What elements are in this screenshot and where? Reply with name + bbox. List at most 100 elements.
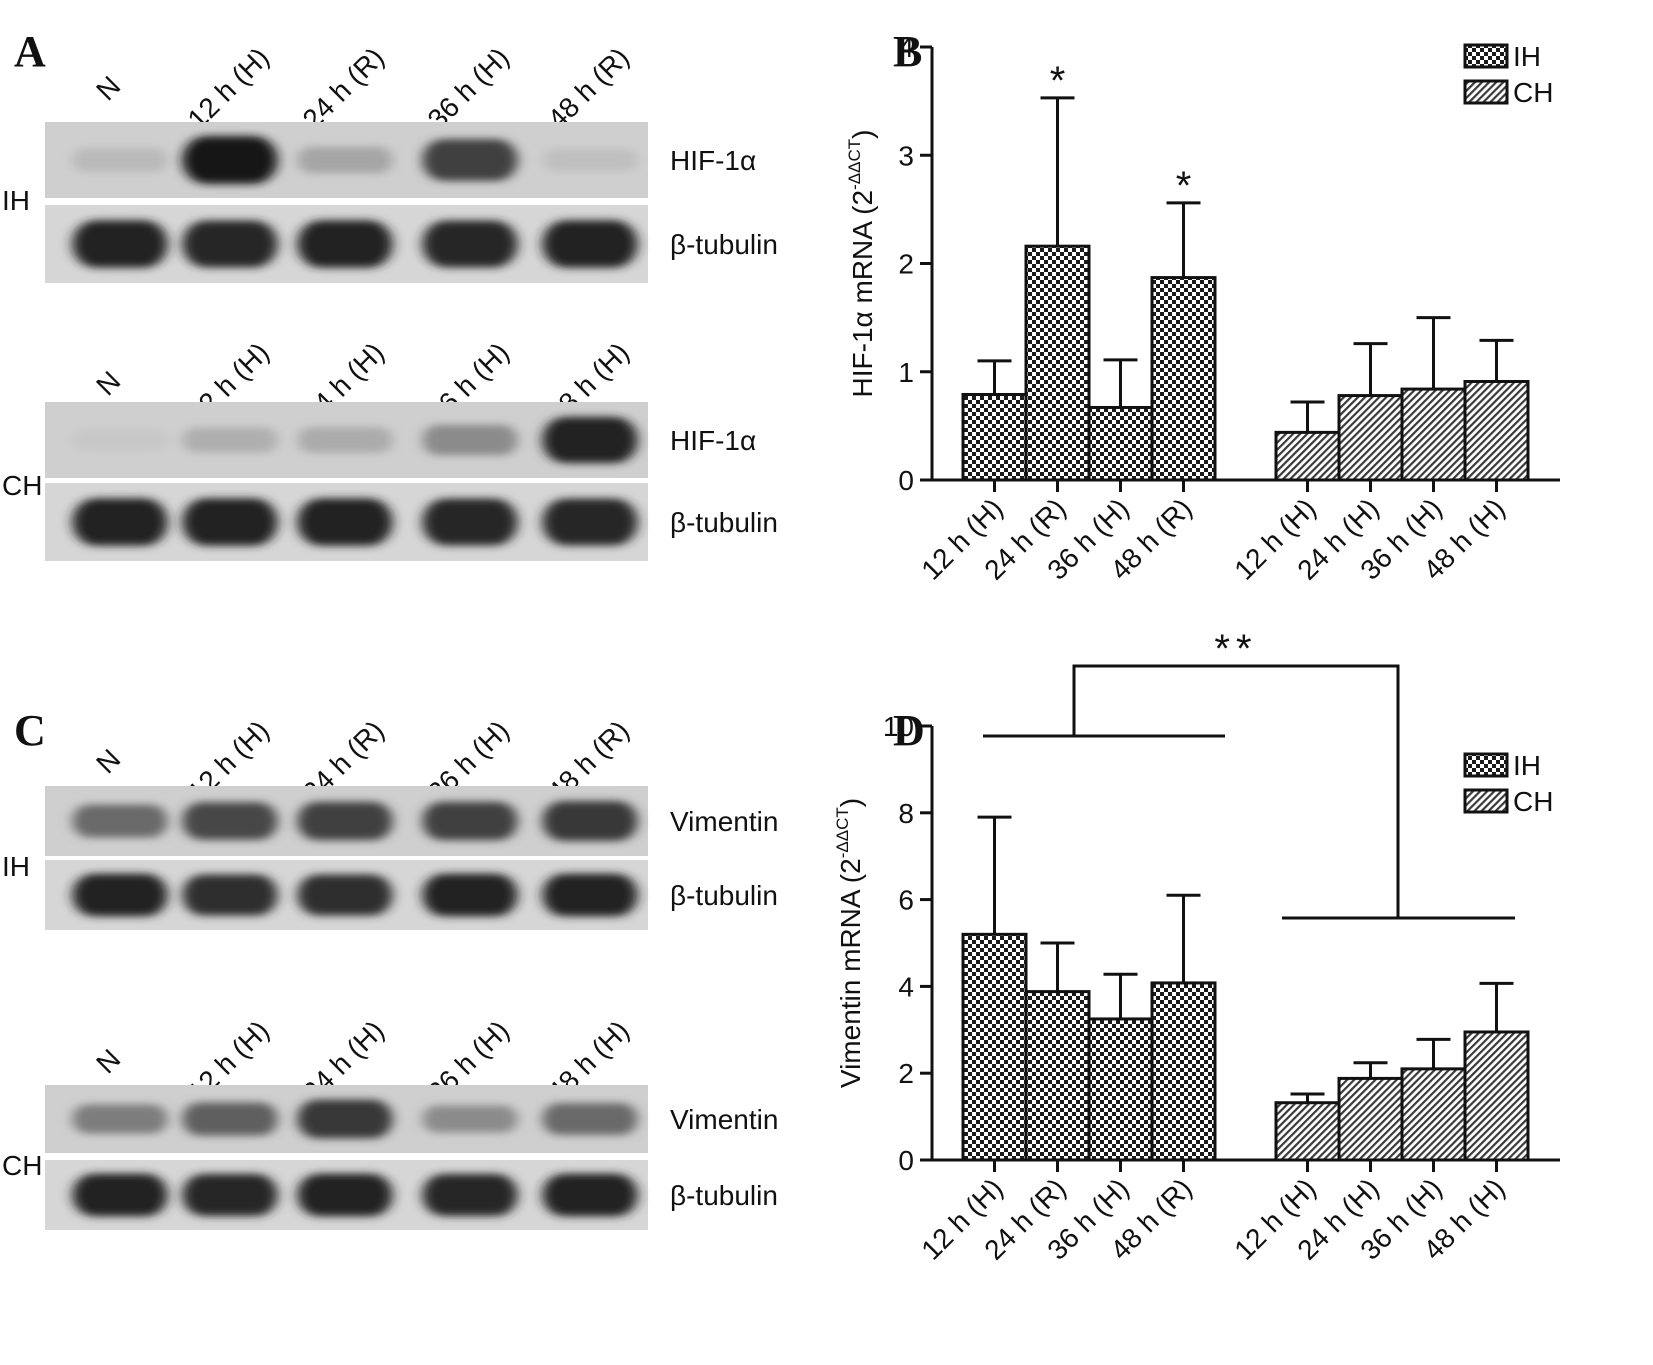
a-ch-band-tubulin bbox=[542, 498, 638, 546]
c-ih-band-vimentin bbox=[297, 801, 393, 841]
a-ih-band-tubulin bbox=[542, 220, 638, 268]
c-ch-band-tubulin bbox=[297, 1173, 393, 1217]
a-ih-group-label: IH bbox=[2, 185, 30, 216]
d-bar-ih bbox=[961, 932, 1028, 1162]
b-bar-ch bbox=[1274, 430, 1341, 482]
a-ih-band-hif-1 bbox=[422, 139, 518, 181]
d-significance-bracket: ** bbox=[983, 627, 1515, 920]
d-bar-ih bbox=[1024, 990, 1091, 1162]
c-ch-group-label: CH bbox=[2, 1150, 42, 1181]
blot-ih-vimentin: N 12 h (H) 24 h (R) 36 h (H) 48 h (R)IHVimen… bbox=[2, 715, 778, 930]
a-ih-band-hif-1 bbox=[182, 136, 278, 184]
a-ih-band-tubulin bbox=[182, 220, 278, 268]
a-ih-lane-label: N bbox=[90, 70, 126, 106]
a-ih-band-tubulin bbox=[297, 220, 393, 268]
d-bracket-connector bbox=[1072, 664, 1400, 918]
d-y-label: Vimentin mRNA (2-ΔΔCT) bbox=[833, 798, 866, 1088]
c-ch-row-label: β-tubulin bbox=[670, 1180, 778, 1211]
a-ch-band-hif-1 bbox=[297, 427, 393, 453]
c-ih-band-tubulin bbox=[542, 873, 638, 917]
a-ih-lane-label: 24 h (R) bbox=[297, 42, 390, 135]
a-ih-row-label: HIF-1α bbox=[670, 145, 756, 176]
c-ch-band-tubulin bbox=[422, 1173, 518, 1217]
a-ih-lane-label: 12 h (H) bbox=[182, 42, 275, 135]
c-ih-band-vimentin bbox=[542, 801, 638, 841]
b-y-tick-label: 4 bbox=[898, 32, 914, 63]
b-legend-label: IH bbox=[1513, 41, 1541, 72]
b-y-tick-label: 2 bbox=[898, 249, 914, 280]
d-y-tick-label: 8 bbox=[898, 798, 914, 829]
a-ih-band-hif-1 bbox=[72, 148, 168, 172]
b-bar-ih bbox=[1150, 276, 1217, 482]
d-legend-swatch-ch bbox=[1463, 788, 1509, 814]
a-ch-band-tubulin bbox=[182, 498, 278, 546]
b-bar-ch bbox=[1337, 394, 1404, 482]
d-legend-swatch-ih bbox=[1463, 752, 1509, 778]
blot-ch-vimentin: N 12 h (H) 24 h (H) 36 h (H) 48 h (H)CHVimen… bbox=[2, 1015, 778, 1230]
d-bar-ih bbox=[1087, 1017, 1154, 1162]
c-ih-band-tubulin bbox=[297, 874, 393, 916]
b-legend-swatch-ch bbox=[1463, 79, 1509, 105]
panel-b-letter: B bbox=[893, 27, 922, 76]
c-ih-lane-label: N bbox=[90, 743, 126, 779]
a-ch-group-label: CH bbox=[2, 470, 42, 501]
c-ch-band-tubulin bbox=[542, 1173, 638, 1217]
panel-c: C N 12 h (H) 24 h (R) 36 h (H) 48 h (R)IHVim… bbox=[2, 706, 778, 1230]
a-ch-row-label: HIF-1α bbox=[670, 425, 756, 456]
a-ih-band-tubulin bbox=[72, 220, 168, 268]
d-y-tick-label: 10 bbox=[883, 711, 914, 742]
b-bar-ch bbox=[1400, 387, 1467, 482]
a-ch-lane-label: N bbox=[90, 365, 126, 401]
d-y-tick-label: 4 bbox=[898, 971, 914, 1002]
a-ch-band-hif-1 bbox=[72, 429, 168, 451]
b-y-tick-label: 3 bbox=[898, 140, 914, 171]
b-significance-star: * bbox=[1176, 164, 1192, 208]
a-ch-row-label: β-tubulin bbox=[670, 507, 778, 538]
c-ch-band-tubulin bbox=[72, 1173, 168, 1217]
d-y-tick-label: 6 bbox=[898, 885, 914, 916]
panel-c-letter: C bbox=[14, 706, 46, 755]
a-ch-band-hif-1 bbox=[542, 416, 638, 464]
a-ih-band-hif-1 bbox=[297, 146, 393, 174]
a-ih-row-label: β-tubulin bbox=[670, 229, 778, 260]
c-ih-band-vimentin bbox=[72, 804, 168, 838]
c-ch-band-vimentin bbox=[422, 1105, 518, 1133]
panel-d-letter: D bbox=[893, 706, 925, 755]
c-ih-band-vimentin bbox=[182, 802, 278, 840]
d-legend-label: IH bbox=[1513, 750, 1541, 781]
c-ch-band-vimentin bbox=[297, 1099, 393, 1139]
c-ch-band-vimentin bbox=[542, 1103, 638, 1135]
c-ih-row-label: β-tubulin bbox=[670, 880, 778, 911]
b-bar-ch bbox=[1463, 379, 1530, 482]
d-significance-label: ** bbox=[1214, 627, 1257, 671]
c-ch-band-tubulin bbox=[182, 1173, 278, 1217]
panel-a-letter: A bbox=[14, 27, 46, 76]
a-ih-lane-label: 36 h (H) bbox=[422, 42, 515, 135]
d-bar-ch bbox=[1274, 1101, 1341, 1162]
a-ih-band-tubulin bbox=[422, 220, 518, 268]
a-ch-band-hif-1 bbox=[422, 424, 518, 456]
a-ih-band-hif-1 bbox=[542, 148, 638, 172]
c-ih-band-vimentin bbox=[422, 801, 518, 841]
d-legend-label: CH bbox=[1513, 786, 1553, 817]
a-ih-lane-label: 48 h (R) bbox=[542, 42, 635, 135]
c-ch-band-vimentin bbox=[72, 1104, 168, 1134]
c-ih-row-label: Vimentin bbox=[670, 806, 778, 837]
b-significance-star: * bbox=[1050, 59, 1066, 103]
d-y-tick-label: 0 bbox=[898, 1145, 914, 1176]
b-legend-swatch-ih bbox=[1463, 43, 1509, 69]
b-y-label: HIF-1α mRNA (2-ΔΔCT) bbox=[845, 130, 878, 398]
c-ih-group-label: IH bbox=[2, 851, 30, 882]
panel-a: A N 12 h (H) 24 h (R) 36 h (H) 48 h (R) IH HIF… bbox=[2, 27, 778, 561]
c-ih-band-tubulin bbox=[72, 873, 168, 917]
a-ch-band-tubulin bbox=[297, 498, 393, 546]
d-bar-ih bbox=[1150, 981, 1217, 1162]
c-ch-row-label: Vimentin bbox=[670, 1104, 778, 1135]
c-ih-band-tubulin bbox=[182, 874, 278, 916]
d-bar-ch bbox=[1463, 1030, 1530, 1162]
b-bar-ih bbox=[961, 392, 1028, 482]
d-y-tick-label: 2 bbox=[898, 1058, 914, 1089]
c-ih-band-tubulin bbox=[422, 873, 518, 917]
